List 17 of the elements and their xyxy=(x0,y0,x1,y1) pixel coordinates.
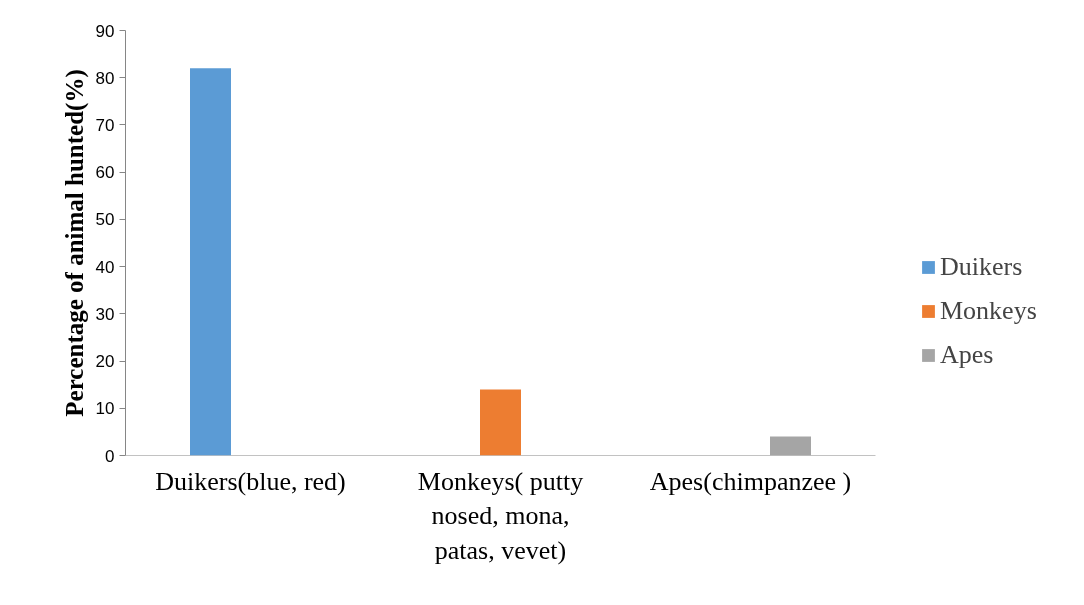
y-tick-label: 10 xyxy=(95,399,115,419)
y-tick-label: 50 xyxy=(95,210,115,230)
y-tick-label: 30 xyxy=(95,304,115,324)
legend-label: Monkeys xyxy=(940,296,1037,326)
y-tick-label: 80 xyxy=(95,68,115,88)
y-tick-label: 70 xyxy=(95,115,115,135)
y-tick-label: 40 xyxy=(95,257,115,277)
y-tick-label: 20 xyxy=(95,352,115,372)
y-axis-title: Percentage of animal hunted(%) xyxy=(60,69,89,417)
x-tick-label: Duikers(blue, red) xyxy=(155,466,346,496)
y-tick-label: 90 xyxy=(95,21,115,41)
y-tick-label: 60 xyxy=(95,163,115,183)
y-tick-label: 0 xyxy=(105,446,115,466)
x-tick-label: Monkeys( putty nosed, mona, patas, vevet) xyxy=(417,466,584,566)
x-tick-label: Apes(chimpanzee ) xyxy=(649,466,852,496)
legend-label: Apes xyxy=(940,340,994,370)
legend-label: Duikers xyxy=(940,252,1023,282)
